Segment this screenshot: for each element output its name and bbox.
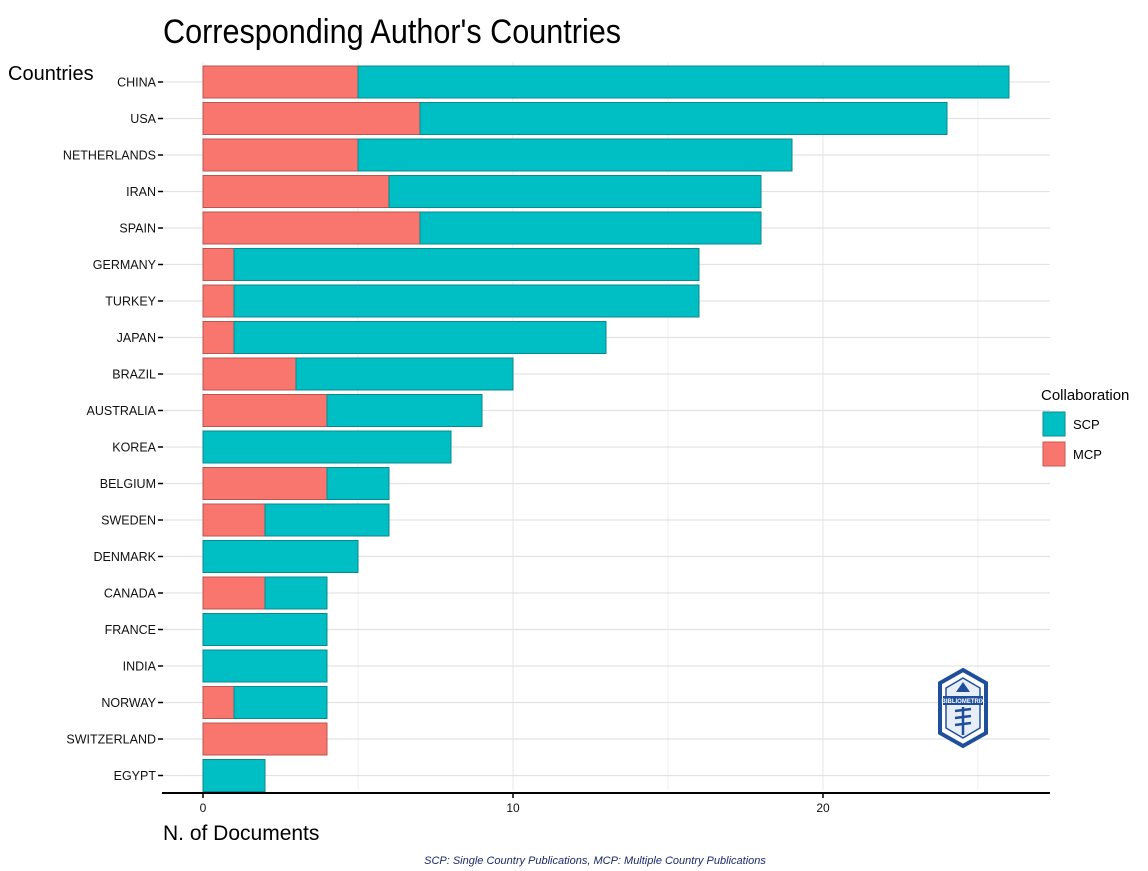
y-tick-label: SPAIN bbox=[119, 222, 156, 236]
caption: SCP: Single Country Publications, MCP: M… bbox=[424, 855, 766, 867]
bar-scp bbox=[357, 65, 1010, 99]
x-axis-label: N. of Documents bbox=[163, 822, 319, 845]
y-tick-label: AUSTRALIA bbox=[87, 404, 157, 418]
bar-mcp bbox=[202, 175, 390, 208]
logo-text: BIBLIOMETRIX bbox=[942, 699, 985, 705]
bar-scp bbox=[202, 430, 452, 464]
bar-mcp bbox=[202, 467, 328, 500]
y-tick-label: GERMANY bbox=[93, 258, 157, 272]
bar-scp bbox=[202, 613, 328, 646]
legend-label-scp: SCP bbox=[1073, 417, 1100, 432]
logo-arrow-icon bbox=[956, 682, 970, 692]
y-tick-label: NETHERLANDS bbox=[63, 149, 156, 163]
y-tick-label: NORWAY bbox=[101, 696, 156, 710]
bar-scp bbox=[202, 759, 266, 792]
bar-scp bbox=[202, 540, 359, 573]
x-tick-label: 0 bbox=[200, 801, 207, 815]
legend: Collaboration SCP MCP bbox=[1041, 387, 1129, 467]
y-tick-label: EGYPT bbox=[114, 769, 157, 783]
bar-mcp bbox=[202, 357, 297, 391]
bar-scp bbox=[326, 467, 390, 500]
legend-swatch-mcp bbox=[1042, 441, 1066, 467]
x-ticks-layer: 0 10 20 bbox=[200, 793, 830, 815]
bar-mcp bbox=[202, 138, 359, 172]
bar-scp bbox=[419, 211, 762, 245]
bar-scp bbox=[233, 248, 700, 281]
y-ticks-layer: CHINA USA NETHERLANDS IRAN SPAIN GERMANY TURKE… bbox=[63, 76, 163, 783]
bar-mcp bbox=[202, 576, 266, 610]
bar-scp bbox=[233, 686, 328, 719]
bar-scp bbox=[326, 394, 483, 427]
bibliometrix-logo: BIBLIOMETRIX bbox=[938, 667, 988, 749]
bar-mcp bbox=[202, 722, 328, 756]
bar-mcp bbox=[202, 65, 359, 99]
x-tick-label: 20 bbox=[816, 801, 830, 815]
y-tick-label: BELGIUM bbox=[100, 477, 156, 491]
bar-mcp bbox=[202, 321, 235, 354]
x-tick-label: 10 bbox=[506, 801, 520, 815]
y-tick-label: SWEDEN bbox=[101, 514, 156, 528]
logo-band bbox=[943, 696, 983, 705]
bar-mcp bbox=[202, 686, 235, 719]
y-tick-label: IRAN bbox=[126, 185, 156, 199]
bar-scp bbox=[202, 649, 328, 683]
bar-mcp bbox=[202, 394, 328, 427]
bar-scp bbox=[233, 321, 607, 354]
legend-title: Collaboration bbox=[1041, 387, 1129, 404]
y-tick-label: TURKEY bbox=[105, 295, 156, 309]
bars-layer bbox=[202, 65, 1010, 792]
bar-scp bbox=[233, 284, 700, 318]
bar-mcp bbox=[202, 503, 266, 537]
bar-mcp bbox=[202, 102, 421, 135]
bar-mcp bbox=[202, 248, 235, 281]
legend-swatch-scp bbox=[1042, 411, 1066, 437]
y-tick-label: BRAZIL bbox=[112, 368, 156, 382]
bar-scp bbox=[357, 138, 793, 172]
logo-stripes-icon bbox=[954, 707, 972, 735]
y-tick-label: FRANCE bbox=[105, 623, 156, 637]
y-tick-label: KOREA bbox=[112, 441, 156, 455]
bar-scp bbox=[388, 175, 762, 208]
bar-scp bbox=[264, 503, 390, 537]
y-tick-label: JAPAN bbox=[117, 331, 156, 345]
y-tick-label: SWITZERLAND bbox=[66, 733, 156, 747]
y-tick-label: CANADA bbox=[104, 587, 157, 601]
bar-scp bbox=[264, 576, 328, 610]
y-axis-label: Countries bbox=[8, 63, 94, 85]
bar-scp bbox=[419, 102, 948, 135]
y-tick-label: INDIA bbox=[123, 660, 157, 674]
y-tick-label: DENMARK bbox=[93, 550, 156, 564]
y-tick-label: USA bbox=[130, 112, 156, 126]
bar-mcp bbox=[202, 211, 421, 245]
legend-label-mcp: MCP bbox=[1073, 447, 1102, 462]
chart-title: Corresponding Author's Countries bbox=[163, 13, 621, 51]
y-tick-label: CHINA bbox=[117, 76, 157, 90]
bar-scp bbox=[295, 357, 514, 391]
bar-mcp bbox=[202, 284, 235, 318]
